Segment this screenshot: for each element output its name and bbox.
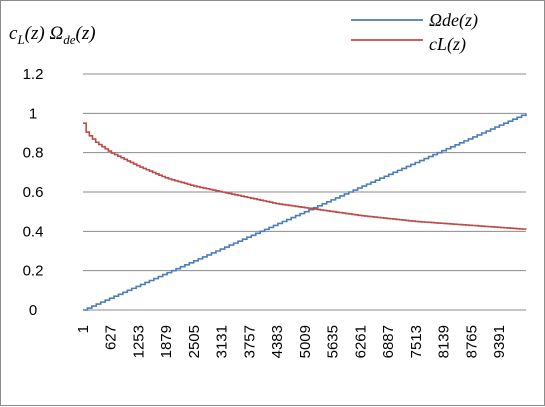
x-tick-label: 4383 (269, 325, 286, 358)
legend-label-omega: Ωde(z) (429, 10, 478, 31)
legend: Ωde(z) cL(z) (351, 10, 478, 55)
y-tick-label: 0.2 (23, 263, 44, 280)
x-axis-ticks: 1 627 1253 1879 2505 3131 3757 4383 5009 5635 6261… (75, 325, 508, 358)
y-tick-label: 1 (29, 105, 37, 122)
x-tick-label: 8139 (436, 325, 453, 358)
x-tick-label: 6261 (352, 325, 369, 358)
x-tick-label: 2505 (186, 325, 203, 358)
y-axis-ticks: 0 0.2 0.4 0.6 0.8 1 1.2 (23, 66, 44, 319)
y-tick-label: 0.4 (23, 223, 44, 240)
series-lines (83, 113, 527, 311)
x-tick-label: 627 (103, 325, 120, 350)
legend-label-cl: cL(z) (429, 34, 466, 55)
x-tick-label: 9391 (491, 325, 508, 358)
gridlines (83, 73, 526, 311)
y-axis-label: cL(z) Ωde(z) (9, 23, 96, 47)
x-tick-label: 5635 (325, 325, 342, 358)
y-tick-label: 0.8 (23, 145, 44, 162)
x-tick-label: 6887 (380, 325, 397, 358)
x-tick-label: 1879 (158, 325, 175, 358)
x-tick-label: 8765 (463, 325, 480, 358)
series-cl-line (83, 122, 527, 230)
x-tick-label: 5009 (297, 325, 314, 358)
y-tick-label: 1.2 (23, 66, 44, 83)
y-tick-label: 0.6 (23, 184, 44, 201)
x-tick-label: 3757 (241, 325, 258, 358)
x-tick-label: 3131 (214, 325, 231, 358)
x-tick-label: 1 (75, 325, 92, 333)
x-tick-label: 1253 (130, 325, 147, 358)
y-tick-label: 0 (29, 302, 37, 319)
x-tick-label: 7513 (408, 325, 425, 358)
series-omega-de-line (83, 113, 527, 311)
